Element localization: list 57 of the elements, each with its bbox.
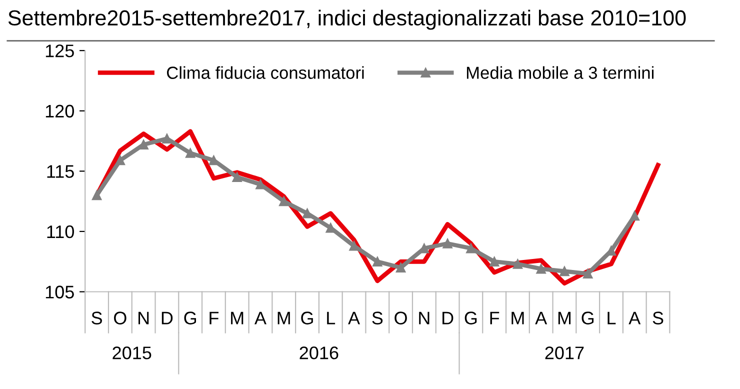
point (396, 262, 406, 272)
x-tick-label: M (278, 312, 290, 324)
point (536, 264, 546, 274)
point (349, 241, 359, 251)
legend-label: Media mobile a 3 termini (466, 66, 654, 79)
point (302, 208, 312, 218)
x-tick-label: N (138, 312, 149, 324)
point (162, 134, 172, 144)
point (512, 259, 523, 269)
x-tick-label: O (114, 312, 126, 324)
x-tick-label: G (301, 312, 313, 324)
point (115, 155, 126, 166)
y-tick-label: 125 (46, 44, 74, 58)
point (279, 196, 289, 206)
point (560, 266, 570, 276)
point (442, 238, 452, 248)
x-tick-label: G (464, 312, 477, 324)
text: 2015 (112, 346, 152, 360)
point (630, 210, 640, 221)
x-tick-label: D (162, 312, 173, 324)
x-tick-label: F (490, 312, 500, 324)
x-tick-label: M (512, 312, 524, 324)
x-tick-label: S (92, 312, 102, 324)
x-tick-label: O (394, 312, 407, 324)
x-tick-label: S (372, 312, 383, 324)
x-tick-label: G (582, 312, 594, 324)
x-tick-label: L (608, 312, 616, 324)
legend-label: Clima fiducia consumatori (166, 66, 364, 79)
point (92, 190, 102, 200)
x-tick-label: N (419, 312, 430, 324)
chart-title: Settembre2015-settembre2017, indici destagionalizzati base 2010=100 (8, 10, 686, 30)
text: 2017 (545, 346, 584, 360)
x-tick-label: D (442, 312, 454, 324)
y-tick-label: 105 (46, 286, 74, 298)
x-tick-label: L (327, 312, 336, 324)
point (185, 148, 196, 158)
x-tick-label: A (535, 312, 548, 324)
y-tick-label: 110 (47, 225, 74, 238)
x-tick-label: A (348, 312, 360, 324)
y-tick-label: 115 (47, 165, 74, 178)
x-tick-label: S (652, 312, 664, 324)
point (326, 222, 336, 233)
x-tick-label: F (210, 312, 219, 324)
point (466, 243, 476, 254)
x-tick-label: G (184, 312, 196, 324)
point (232, 172, 242, 182)
point (582, 268, 593, 279)
point (256, 180, 266, 190)
y-tick-label: 120 (46, 104, 74, 118)
x-tick-label: M (558, 312, 571, 324)
point (489, 256, 500, 266)
text: 2016 (300, 346, 338, 360)
x-tick-label: M (231, 312, 244, 324)
point (372, 256, 382, 266)
x-tick-label: A (628, 312, 641, 324)
point (138, 140, 148, 150)
x-tick-label: A (254, 312, 266, 324)
